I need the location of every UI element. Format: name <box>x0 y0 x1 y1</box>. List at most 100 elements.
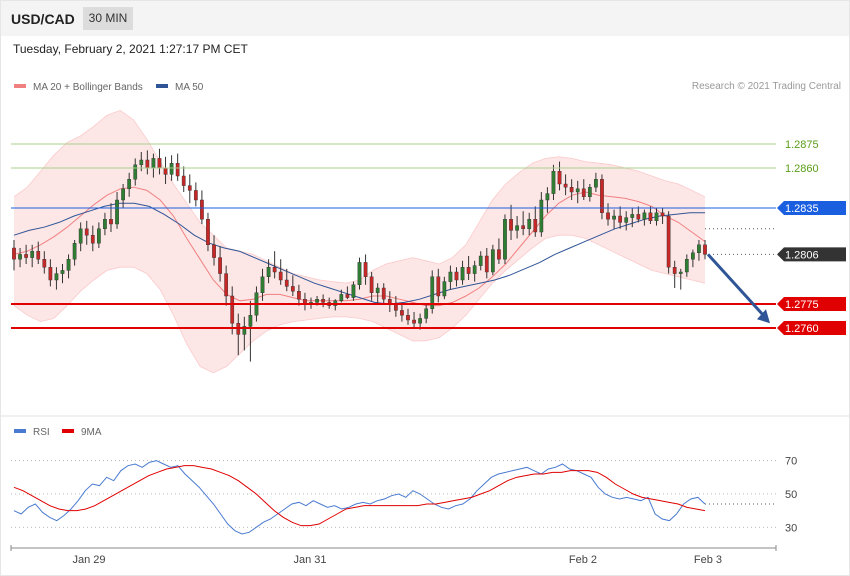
candle <box>260 268 265 301</box>
candle <box>654 208 659 226</box>
candle <box>48 259 53 287</box>
candle-body <box>624 217 629 223</box>
candle <box>691 249 695 268</box>
candle-body <box>193 190 198 201</box>
candle-body <box>163 167 168 175</box>
candle <box>484 248 489 279</box>
candle-body <box>60 270 65 274</box>
candle-body <box>448 271 453 282</box>
legend-label-rsi-ma: 9MA <box>81 427 102 438</box>
candle <box>618 206 623 229</box>
candle-body <box>30 250 35 258</box>
credit-text: Research © 2021 Trading Central <box>691 81 841 92</box>
candle <box>672 260 677 288</box>
candle <box>72 240 77 266</box>
legend-label-bollinger: MA 20 + Bollinger Bands <box>33 82 143 93</box>
candle <box>133 158 138 186</box>
candle-body <box>563 183 568 188</box>
candle <box>60 264 65 284</box>
candle-body <box>648 212 653 222</box>
candle <box>18 248 22 268</box>
candle <box>587 184 592 202</box>
symbol-label: USD/CAD <box>11 11 75 27</box>
timestamp: Tuesday, February 2, 2021 1:27:17 PM CET <box>13 42 248 56</box>
candle-body <box>145 159 150 169</box>
candle <box>666 211 671 274</box>
candle-body <box>375 287 380 293</box>
candle-body <box>157 158 162 169</box>
candle <box>575 180 580 204</box>
candle <box>357 257 362 290</box>
candle-body <box>575 188 580 193</box>
candle <box>127 172 132 197</box>
candle <box>175 153 180 181</box>
candle <box>351 281 356 301</box>
x-tick-label: Feb 2 <box>569 554 597 566</box>
candle <box>472 260 477 282</box>
candle-body <box>436 276 441 297</box>
candle-body <box>497 249 501 260</box>
candle-body <box>290 286 295 292</box>
last-price-label: 1.2806 <box>785 249 819 261</box>
candle-body <box>36 250 41 260</box>
candle <box>272 251 277 279</box>
candle-body <box>515 225 519 231</box>
candle-body <box>691 252 695 260</box>
candle-body <box>533 218 538 233</box>
candle <box>527 212 532 236</box>
candle <box>600 174 604 220</box>
candle-body <box>363 262 368 277</box>
rsi-line <box>13 460 706 535</box>
candle <box>230 286 235 335</box>
candle <box>284 268 289 292</box>
legend-swatch-rsi-ma <box>62 429 74 433</box>
candle <box>557 161 562 191</box>
candle-body <box>490 249 495 273</box>
candle <box>121 184 125 208</box>
candle-body <box>527 218 532 229</box>
candle <box>363 254 368 285</box>
candle <box>36 241 41 264</box>
candle <box>533 206 538 237</box>
candle <box>642 209 647 226</box>
candle-body <box>230 295 235 324</box>
candle-body <box>272 267 277 273</box>
candle <box>630 208 635 228</box>
candle <box>490 244 495 276</box>
candle <box>224 265 229 306</box>
candle <box>290 275 295 296</box>
candle-body <box>90 234 95 244</box>
candle <box>248 300 253 362</box>
candle-body <box>187 185 192 191</box>
candle <box>563 174 568 196</box>
candle <box>545 187 550 213</box>
legend-label-rsi: RSI <box>33 427 50 438</box>
candle-body <box>72 242 77 260</box>
support-label: 1.2775 <box>785 299 819 311</box>
candle-body <box>654 212 659 222</box>
candle <box>478 251 483 271</box>
candle-body <box>103 218 107 229</box>
candle-body <box>18 254 22 260</box>
candle-body <box>460 267 465 281</box>
candle-body <box>412 319 416 324</box>
candle-body <box>424 308 429 319</box>
candle-body <box>697 244 701 254</box>
x-tick-label: Feb 3 <box>694 554 722 566</box>
candle <box>509 204 513 240</box>
legend-swatch-rsi <box>14 429 26 433</box>
candle-body <box>151 158 156 169</box>
timeframe-button[interactable]: 30 MIN <box>83 7 133 30</box>
candle <box>430 270 435 314</box>
x-tick-label: Jan 29 <box>72 554 105 566</box>
candle-body <box>169 162 174 175</box>
candle-body <box>569 186 574 193</box>
candle <box>454 267 459 287</box>
candle <box>212 235 216 266</box>
price-level: 1.2835 <box>11 201 846 215</box>
candle-body <box>672 267 677 274</box>
candle-body <box>127 178 132 189</box>
candle-body <box>684 259 689 273</box>
support-tag <box>777 321 846 335</box>
rsi-ma-line <box>13 465 706 527</box>
